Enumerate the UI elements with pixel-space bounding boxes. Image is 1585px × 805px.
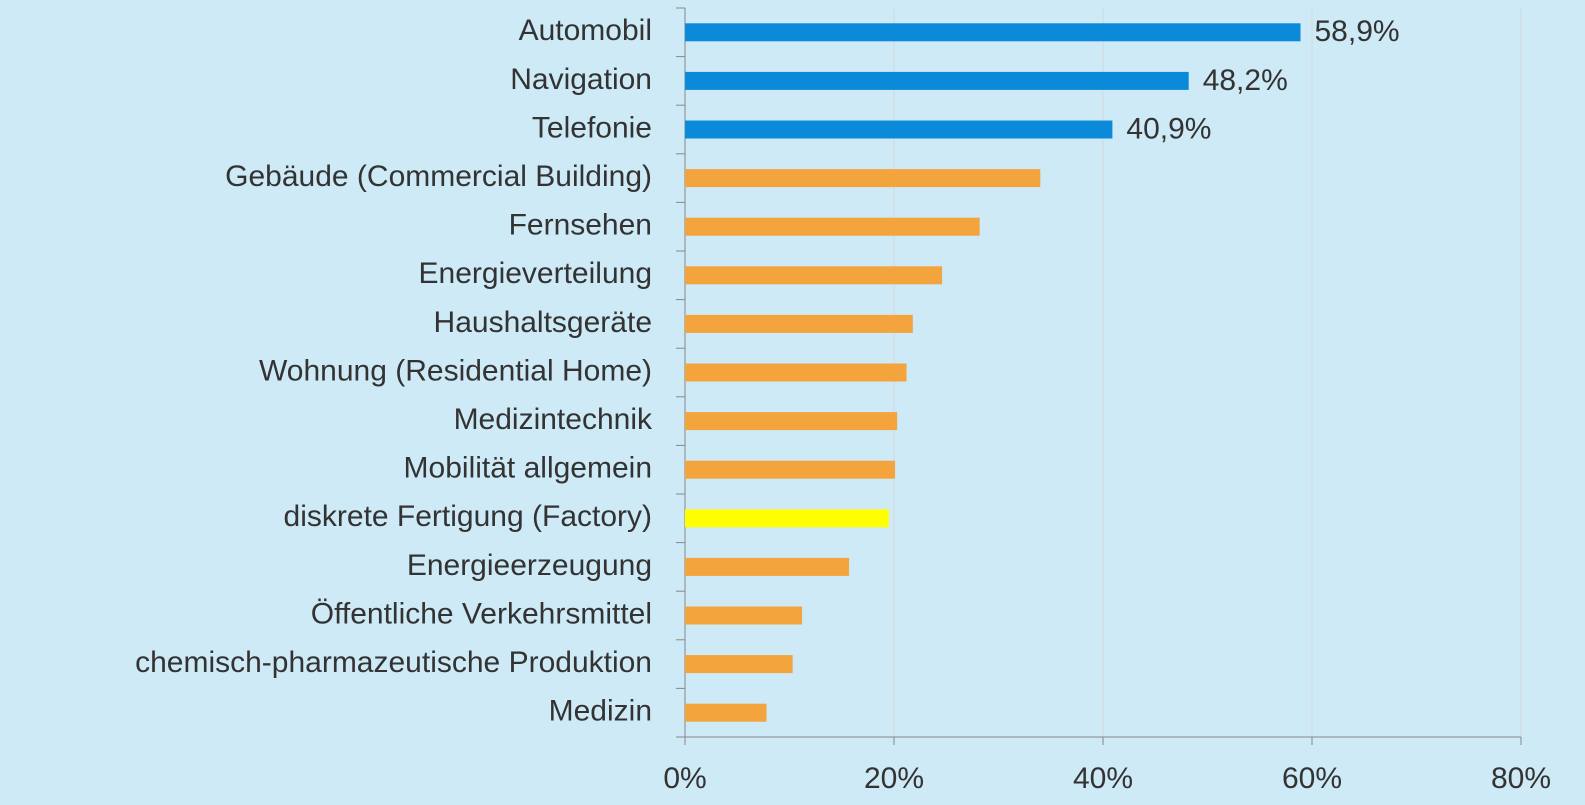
bar <box>685 120 1113 139</box>
bar <box>685 509 889 528</box>
y-tick-label: Öffentliche Verkehrsmittel <box>311 597 652 630</box>
y-tick-label: diskrete Fertigung (Factory) <box>284 500 652 533</box>
y-tick-label: Energieverteilung <box>419 257 652 290</box>
bar <box>685 412 898 431</box>
x-tick-label: 40% <box>1073 762 1133 795</box>
bar <box>685 71 1189 90</box>
y-tick-label: Navigation <box>510 63 652 96</box>
value-label: 40,9% <box>1126 112 1211 145</box>
bar <box>685 23 1301 42</box>
y-tick-label: Medizintechnik <box>454 403 653 436</box>
x-tick-label: 0% <box>663 762 706 795</box>
x-tick-label: 80% <box>1491 762 1551 795</box>
y-tick-label: Automobil <box>519 14 652 47</box>
bar <box>685 606 803 625</box>
bar <box>685 266 943 285</box>
y-tick-label: Fernsehen <box>509 209 652 242</box>
y-tick-label: chemisch-pharmazeutische Produktion <box>135 646 652 679</box>
x-tick-label: 20% <box>864 762 924 795</box>
y-tick-label: Gebäude (Commercial Building) <box>225 160 652 193</box>
y-tick-label: Telefonie <box>532 111 652 144</box>
value-label: 58,9% <box>1315 15 1400 48</box>
bar <box>685 655 793 674</box>
x-tick-label: 60% <box>1282 762 1342 795</box>
bar <box>685 557 850 576</box>
y-tick-label: Mobilität allgemein <box>404 452 652 485</box>
y-tick-label: Wohnung (Residential Home) <box>259 354 652 387</box>
bar <box>685 460 896 479</box>
value-label: 48,2% <box>1203 64 1288 97</box>
y-tick-label: Haushaltsgeräte <box>434 306 652 339</box>
bar <box>685 314 913 333</box>
bar <box>685 363 907 382</box>
bar <box>685 217 980 236</box>
bar <box>685 169 1041 188</box>
y-tick-label: Energieerzeugung <box>407 549 652 582</box>
y-tick-label: Medizin <box>549 695 652 728</box>
bar <box>685 703 767 722</box>
